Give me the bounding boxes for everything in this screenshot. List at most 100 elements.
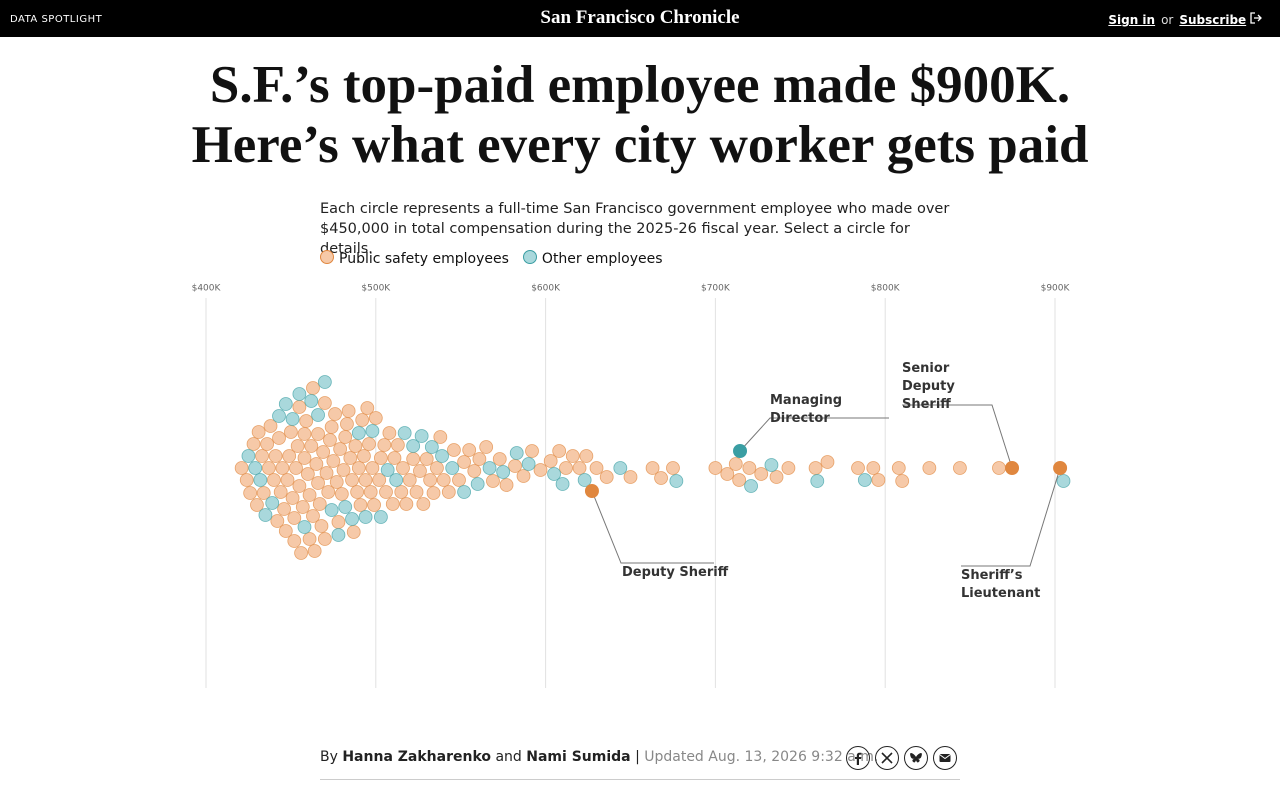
employee-circle[interactable] xyxy=(324,503,339,517)
employee-circle[interactable] xyxy=(857,473,872,487)
employee-circle[interactable] xyxy=(414,429,429,443)
employee-circle[interactable] xyxy=(348,439,363,453)
employee-circle[interactable] xyxy=(953,461,967,475)
employee-circle[interactable] xyxy=(243,486,258,500)
employee-circle[interactable] xyxy=(350,485,365,499)
employee-circle[interactable] xyxy=(387,451,402,465)
employee-circle[interactable] xyxy=(280,473,295,487)
employee-circle[interactable] xyxy=(851,461,865,475)
employee-circle[interactable] xyxy=(430,461,444,475)
sign-in[interactable]: Sign in xyxy=(1108,13,1156,27)
employee-circle[interactable] xyxy=(278,397,293,411)
employee-circle[interactable] xyxy=(316,445,331,459)
employee-circle[interactable] xyxy=(362,437,376,451)
employee-circle[interactable] xyxy=(297,520,312,534)
employee-circle[interactable] xyxy=(267,473,281,487)
employee-circle[interactable] xyxy=(492,452,507,466)
employee-circle[interactable] xyxy=(317,396,332,410)
employee-circle[interactable] xyxy=(294,546,308,560)
employee-circle[interactable] xyxy=(457,485,471,499)
highlighted-circle[interactable] xyxy=(1005,461,1020,475)
share-facebook[interactable] xyxy=(846,746,870,770)
employee-circle[interactable] xyxy=(555,477,570,491)
employee-circle[interactable] xyxy=(272,409,286,423)
employee-circle[interactable] xyxy=(781,461,796,475)
employee-circle[interactable] xyxy=(358,510,373,524)
employee-circle[interactable] xyxy=(462,443,477,457)
employee-circle[interactable] xyxy=(402,473,417,487)
employee-circle[interactable] xyxy=(251,425,266,439)
employee-circle[interactable] xyxy=(283,425,298,439)
employee-circle[interactable] xyxy=(645,461,660,475)
employee-circle[interactable] xyxy=(256,486,271,500)
employee-circle[interactable] xyxy=(285,491,300,505)
employee-circle[interactable] xyxy=(433,430,448,444)
employee-circle[interactable] xyxy=(253,473,268,487)
employee-circle[interactable] xyxy=(992,461,1006,475)
employee-circle[interactable] xyxy=(307,544,322,558)
employee-circle[interactable] xyxy=(338,500,353,514)
employee-circle[interactable] xyxy=(331,528,346,542)
employee-circle[interactable] xyxy=(331,515,346,529)
employee-circle[interactable] xyxy=(323,433,337,447)
employee-circle[interactable] xyxy=(317,532,332,546)
employee-circle[interactable] xyxy=(394,485,409,499)
employee-circle[interactable] xyxy=(234,461,249,475)
employee-circle[interactable] xyxy=(341,404,356,418)
employee-circle[interactable] xyxy=(270,514,285,528)
employee-circle[interactable] xyxy=(368,411,383,425)
employee-circle[interactable] xyxy=(373,510,388,524)
employee-circle[interactable] xyxy=(496,465,511,479)
highlighted-circle[interactable] xyxy=(1053,461,1068,475)
employee-circle[interactable] xyxy=(452,473,466,487)
employee-circle[interactable] xyxy=(261,461,276,475)
employee-circle[interactable] xyxy=(623,470,638,484)
employee-circle[interactable] xyxy=(365,461,380,475)
employee-circle[interactable] xyxy=(272,431,286,445)
employee-circle[interactable] xyxy=(250,498,264,512)
employee-circle[interactable] xyxy=(820,455,835,469)
employee-circle[interactable] xyxy=(363,485,378,499)
employee-circle[interactable] xyxy=(302,488,317,502)
employee-circle[interactable] xyxy=(445,461,460,475)
employee-circle[interactable] xyxy=(290,439,305,453)
employee-circle[interactable] xyxy=(304,439,319,453)
employee-circle[interactable] xyxy=(509,446,524,460)
employee-circle[interactable] xyxy=(255,449,269,463)
employee-circle[interactable] xyxy=(482,461,497,475)
employee-circle[interactable] xyxy=(311,408,325,422)
author[interactable]: Nami Sumida xyxy=(526,749,631,765)
employee-circle[interactable] xyxy=(365,424,380,438)
employee-circle[interactable] xyxy=(292,400,307,414)
employee-circle[interactable] xyxy=(389,473,404,487)
employee-circle[interactable] xyxy=(441,485,456,499)
employee-circle[interactable] xyxy=(340,417,354,431)
employee-circle[interactable] xyxy=(922,461,937,475)
employee-circle[interactable] xyxy=(345,473,359,487)
employee-circle[interactable] xyxy=(708,461,723,475)
employee-circle[interactable] xyxy=(742,461,757,475)
employee-circle[interactable] xyxy=(367,498,382,512)
employee-circle[interactable] xyxy=(808,461,823,475)
employee-circle[interactable] xyxy=(479,440,494,454)
employee-circle[interactable] xyxy=(728,457,743,471)
employee-circle[interactable] xyxy=(333,442,348,456)
employee-circle[interactable] xyxy=(559,461,573,475)
employee-circle[interactable] xyxy=(302,532,317,546)
author[interactable]: Hanna Zakharenko xyxy=(342,749,492,765)
employee-circle[interactable] xyxy=(260,437,275,451)
employee-circle[interactable] xyxy=(336,463,351,477)
employee-circle[interactable] xyxy=(248,461,263,475)
employee-circle[interactable] xyxy=(543,454,558,468)
employee-circle[interactable] xyxy=(311,476,325,490)
employee-circle[interactable] xyxy=(552,444,567,458)
share-email[interactable] xyxy=(933,746,957,770)
employee-circle[interactable] xyxy=(309,457,324,471)
employee-circle[interactable] xyxy=(397,426,412,440)
employee-circle[interactable] xyxy=(241,449,256,463)
employee-circle[interactable] xyxy=(572,461,587,475)
employee-circle[interactable] xyxy=(328,407,342,421)
employee-circle[interactable] xyxy=(343,451,358,465)
employee-circle[interactable] xyxy=(239,473,254,487)
employee-circle[interactable] xyxy=(355,413,370,427)
